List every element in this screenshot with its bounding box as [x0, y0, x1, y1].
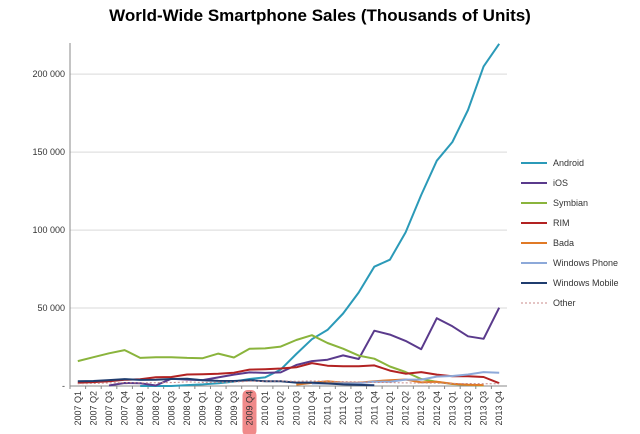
legend-label-windows-mobile: Windows Mobile — [553, 278, 619, 288]
x-tick-labels: 2007 Q1 2007 Q2 2007 Q3 2007 Q4 2008 Q1 2008 … — [73, 391, 504, 426]
x-tick-label-2010-q3: 2010 Q3 — [291, 391, 301, 426]
legend: Android iOS Symbian RIM Bada Windows Phone Win… — [521, 158, 619, 308]
y-tick-label: - — [62, 381, 65, 391]
y-tick-label: 100 000 — [32, 225, 65, 235]
y-tick-label: 150 000 — [32, 147, 65, 157]
x-tick-label-2008-q4: 2008 Q4 — [182, 391, 192, 426]
y-tick-label: 200 000 — [32, 69, 65, 79]
x-tick-label-2011-q1: 2011 Q1 — [323, 391, 333, 425]
x-tick-label-2008-q2: 2008 Q2 — [151, 391, 161, 426]
x-tick-label-2008-q3: 2008 Q3 — [166, 391, 176, 426]
legend-label-bada: Bada — [553, 238, 574, 248]
legend-label-symbian: Symbian — [553, 198, 588, 208]
series-line-symbian — [77, 334, 484, 387]
x-tick-label-2010-q4: 2010 Q4 — [307, 391, 317, 426]
series-line-windows-mobile — [77, 377, 375, 387]
x-tick-label-2012-q1: 2012 Q1 — [385, 391, 395, 426]
axis-layer — [69, 43, 507, 389]
legend-label-ios: iOS — [553, 178, 568, 188]
x-tick-label-2009-q1: 2009 Q1 — [198, 391, 208, 426]
legend-label-windows-phone: Windows Phone — [553, 258, 618, 268]
x-tick-label-2011-q3: 2011 Q3 — [354, 391, 364, 425]
series-line-android — [140, 43, 501, 387]
legend-label-rim: RIM — [553, 218, 570, 228]
grid-layer — [70, 73, 507, 309]
series-layer — [77, 43, 501, 387]
x-tick-label-2007-q2: 2007 Q2 — [88, 391, 98, 426]
y-tick-labels: - 50 000 100 000 150 000 200 000 — [32, 69, 65, 391]
x-tick-label-2007-q4: 2007 Q4 — [120, 391, 130, 426]
x-tick-label-2012-q2: 2012 Q2 — [401, 391, 411, 426]
chart-title: World-Wide Smartphone Sales (Thousands o… — [109, 6, 531, 25]
x-tick-label-2009-q3: 2009 Q3 — [229, 391, 239, 426]
series-line-windows-phone — [311, 371, 500, 385]
x-tick-label-2010-q2: 2010 Q2 — [276, 391, 286, 426]
x-tick-label-2011-q4: 2011 Q4 — [369, 391, 379, 425]
x-tick-label-2013-q4: 2013 Q4 — [494, 391, 504, 426]
x-tick-label-2013-q3: 2013 Q3 — [479, 391, 489, 426]
x-tick-label-2007-q1: 2007 Q1 — [73, 391, 83, 426]
series-line-rim — [77, 362, 500, 385]
x-tick-label-2007-q3: 2007 Q3 — [104, 391, 114, 426]
x-tick-label-2013-q1: 2013 Q1 — [447, 391, 457, 426]
x-tick-label-2010-q1: 2010 Q1 — [260, 391, 270, 426]
legend-label-android: Android — [553, 158, 584, 168]
x-tick-label-2013-q2: 2013 Q2 — [463, 391, 473, 426]
x-tick-label-2008-q1: 2008 Q1 — [135, 391, 145, 426]
x-tick-label-2009-q4: 2009 Q4 — [244, 391, 254, 426]
y-tick-label: 50 000 — [37, 303, 65, 313]
x-tick-label-2012-q3: 2012 Q3 — [416, 391, 426, 426]
x-tick-label-2011-q2: 2011 Q2 — [338, 391, 348, 425]
legend-label-other: Other — [553, 298, 576, 308]
highlight-layer — [242, 390, 257, 434]
x-tick-label-2012-q4: 2012 Q4 — [432, 391, 442, 426]
x-tick-label-2009-q2: 2009 Q2 — [213, 391, 223, 426]
highlight-2009-q4 — [242, 390, 257, 434]
